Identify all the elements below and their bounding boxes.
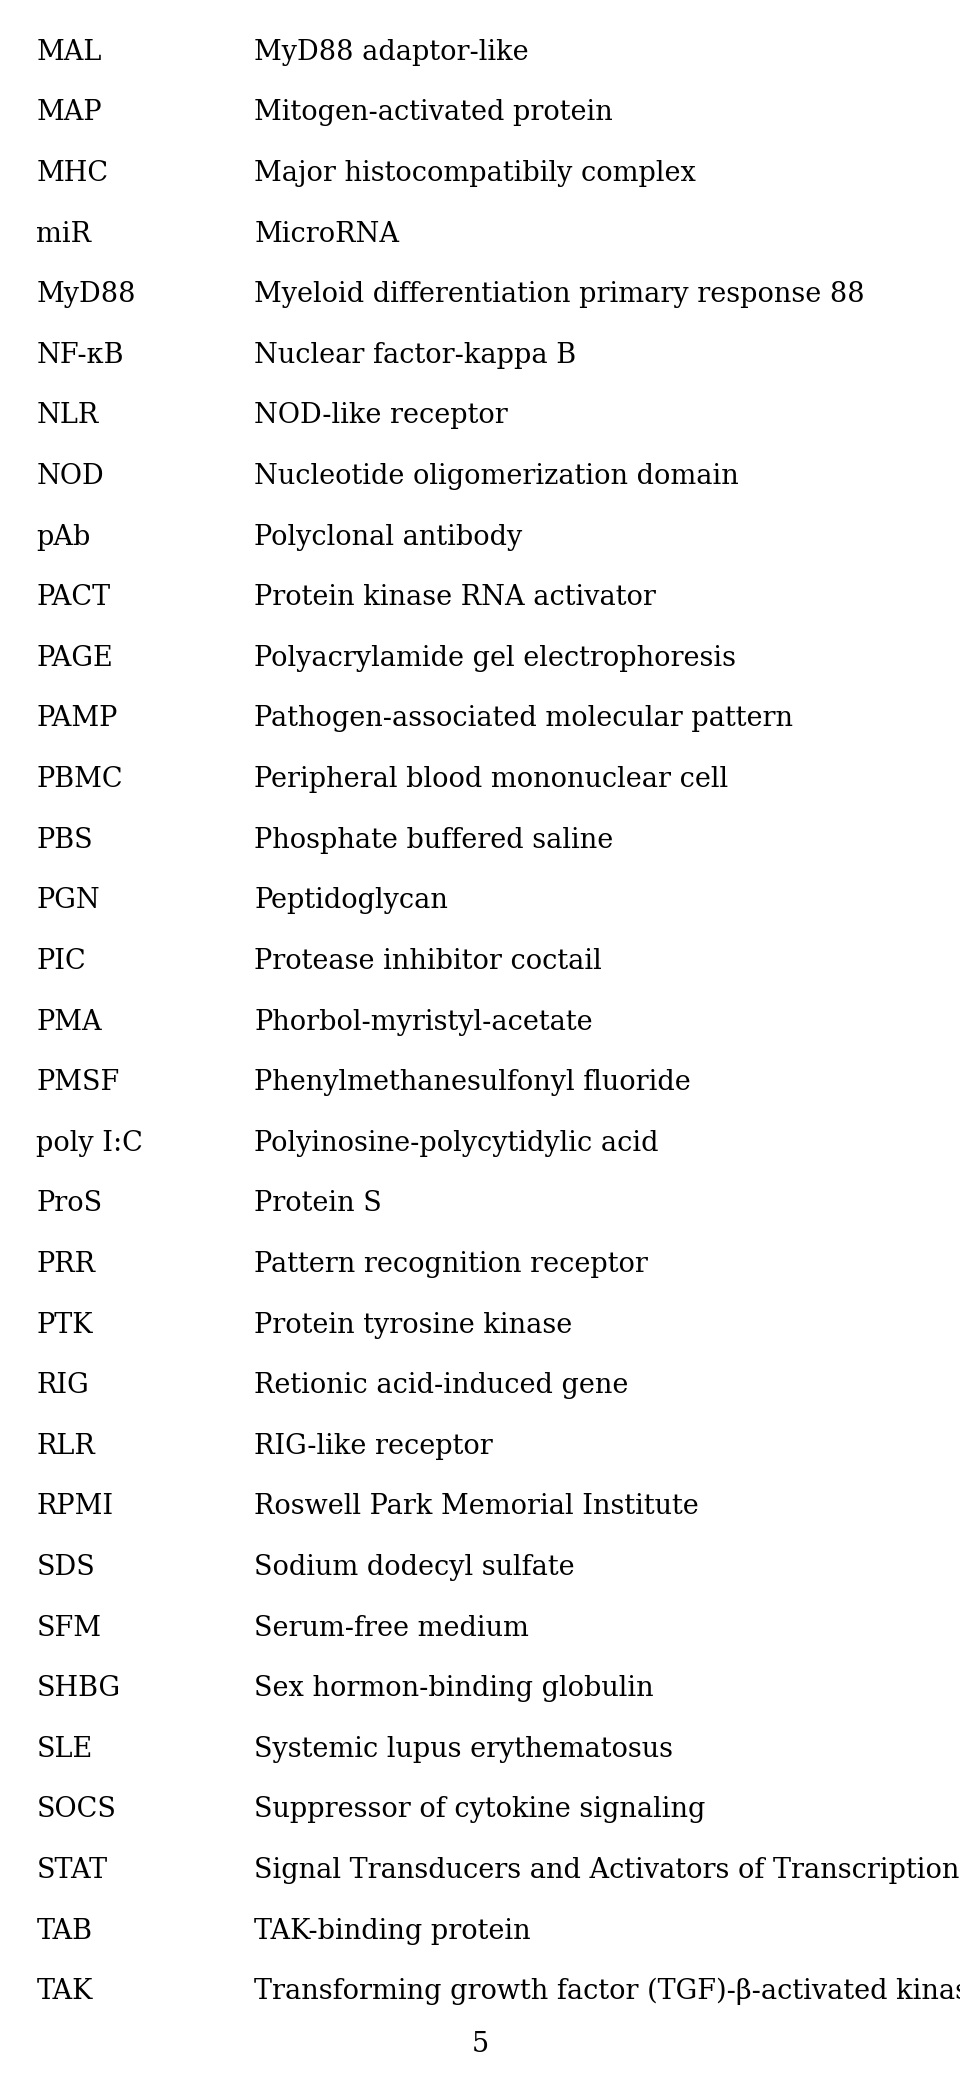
Text: Protein S: Protein S [254, 1191, 382, 1218]
Text: Protein kinase RNA activator: Protein kinase RNA activator [254, 585, 657, 612]
Text: Polyacrylamide gel electrophoresis: Polyacrylamide gel electrophoresis [254, 645, 736, 672]
Text: Retionic acid-induced gene: Retionic acid-induced gene [254, 1372, 629, 1399]
Text: MicroRNA: MicroRNA [254, 221, 399, 248]
Text: MyD88 adaptor-like: MyD88 adaptor-like [254, 40, 529, 67]
Text: SFM: SFM [36, 1614, 102, 1641]
Text: Pattern recognition receptor: Pattern recognition receptor [254, 1251, 648, 1278]
Text: MyD88: MyD88 [36, 281, 136, 308]
Text: pAb: pAb [36, 525, 91, 550]
Text: Protease inhibitor coctail: Protease inhibitor coctail [254, 947, 602, 974]
Text: RLR: RLR [36, 1432, 95, 1459]
Text: Phenylmethanesulfonyl fluoride: Phenylmethanesulfonyl fluoride [254, 1068, 691, 1095]
Text: Peripheral blood mononuclear cell: Peripheral blood mononuclear cell [254, 766, 729, 793]
Text: ProS: ProS [36, 1191, 103, 1218]
Text: miR: miR [36, 221, 91, 248]
Text: NOD: NOD [36, 462, 105, 489]
Text: Suppressor of cytokine signaling: Suppressor of cytokine signaling [254, 1797, 706, 1824]
Text: Signal Transducers and Activators of Transcription: Signal Transducers and Activators of Tra… [254, 1857, 960, 1884]
Text: Nuclear factor-kappa B: Nuclear factor-kappa B [254, 341, 577, 369]
Text: PGN: PGN [36, 887, 100, 914]
Text: PRR: PRR [36, 1251, 95, 1278]
Text: Major histocompatibily complex: Major histocompatibily complex [254, 160, 696, 187]
Text: NLR: NLR [36, 402, 99, 429]
Text: PAGE: PAGE [36, 645, 113, 672]
Text: SDS: SDS [36, 1553, 95, 1580]
Text: MAP: MAP [36, 100, 102, 127]
Text: Myeloid differentiation primary response 88: Myeloid differentiation primary response… [254, 281, 865, 308]
Text: Nucleotide oligomerization domain: Nucleotide oligomerization domain [254, 462, 739, 489]
Text: 5: 5 [471, 2030, 489, 2057]
Text: SLE: SLE [36, 1736, 93, 1763]
Text: RIG-like receptor: RIG-like receptor [254, 1432, 493, 1459]
Text: Sodium dodecyl sulfate: Sodium dodecyl sulfate [254, 1553, 575, 1580]
Text: PMSF: PMSF [36, 1068, 120, 1095]
Text: TAB: TAB [36, 1918, 92, 1945]
Text: NF-κB: NF-κB [36, 341, 124, 369]
Text: PAMP: PAMP [36, 706, 118, 733]
Text: Transforming growth factor (TGF)-β-activated kinase: Transforming growth factor (TGF)-β-activ… [254, 1978, 960, 2005]
Text: Phosphate buffered saline: Phosphate buffered saline [254, 827, 613, 854]
Text: SOCS: SOCS [36, 1797, 116, 1824]
Text: RIG: RIG [36, 1372, 89, 1399]
Text: poly I:C: poly I:C [36, 1131, 143, 1158]
Text: Polyclonal antibody: Polyclonal antibody [254, 525, 522, 550]
Text: Systemic lupus erythematosus: Systemic lupus erythematosus [254, 1736, 673, 1763]
Text: Protein tyrosine kinase: Protein tyrosine kinase [254, 1312, 573, 1339]
Text: Polyinosine-polycytidylic acid: Polyinosine-polycytidylic acid [254, 1131, 659, 1158]
Text: Roswell Park Memorial Institute: Roswell Park Memorial Institute [254, 1493, 699, 1520]
Text: PACT: PACT [36, 585, 110, 612]
Text: NOD-like receptor: NOD-like receptor [254, 402, 508, 429]
Text: Pathogen-associated molecular pattern: Pathogen-associated molecular pattern [254, 706, 793, 733]
Text: Peptidoglycan: Peptidoglycan [254, 887, 448, 914]
Text: PBMC: PBMC [36, 766, 123, 793]
Text: Sex hormon-binding globulin: Sex hormon-binding globulin [254, 1676, 654, 1703]
Text: MHC: MHC [36, 160, 108, 187]
Text: Phorbol-myristyl-acetate: Phorbol-myristyl-acetate [254, 1008, 593, 1035]
Text: TAK-binding protein: TAK-binding protein [254, 1918, 531, 1945]
Text: Mitogen-activated protein: Mitogen-activated protein [254, 100, 613, 127]
Text: TAK: TAK [36, 1978, 93, 2005]
Text: PTK: PTK [36, 1312, 93, 1339]
Text: PIC: PIC [36, 947, 86, 974]
Text: STAT: STAT [36, 1857, 108, 1884]
Text: SHBG: SHBG [36, 1676, 121, 1703]
Text: MAL: MAL [36, 40, 102, 67]
Text: RPMI: RPMI [36, 1493, 113, 1520]
Text: Serum-free medium: Serum-free medium [254, 1614, 529, 1641]
Text: PMA: PMA [36, 1008, 102, 1035]
Text: PBS: PBS [36, 827, 93, 854]
